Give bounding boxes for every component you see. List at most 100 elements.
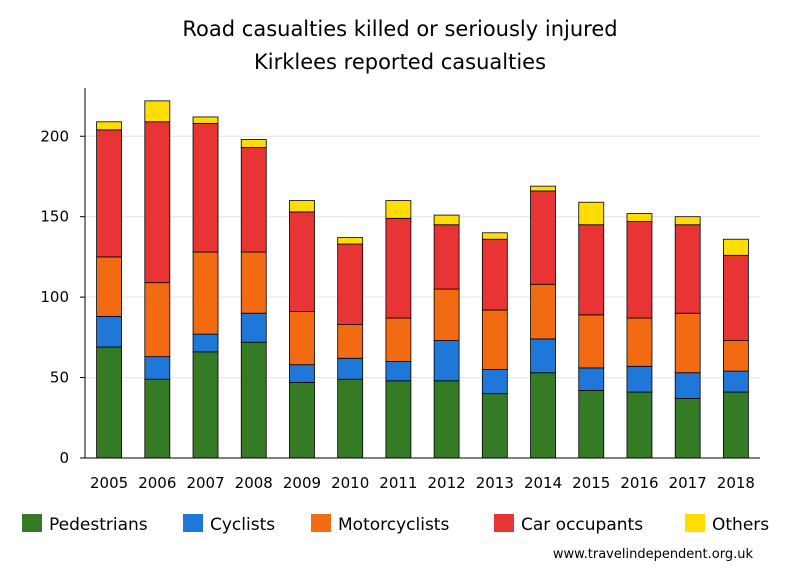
y-tick-label: 200 — [40, 127, 69, 145]
gridlines — [85, 135, 760, 379]
bar-stack-2017 — [674, 216, 701, 459]
bar-motorcyclists-2008 — [240, 251, 267, 314]
bar-cyclists-2013 — [481, 369, 508, 395]
bar-pedestrians-2016 — [626, 391, 653, 459]
bar-pedestrians-2011 — [385, 380, 412, 459]
bar-others-2013 — [481, 232, 508, 240]
x-tick-label: 2013 — [476, 474, 514, 492]
bar-motorcyclists-2017 — [674, 312, 701, 374]
bar-stack-2014 — [530, 185, 556, 459]
bar-cyclists-2018 — [722, 370, 749, 393]
bar-others-2010 — [337, 237, 364, 245]
legend-item-car-occupants: Car occupants — [494, 514, 643, 535]
bar-others-2007 — [192, 116, 219, 124]
x-tick-label: 2015 — [572, 474, 610, 492]
bar-motorcyclists-2018 — [722, 340, 749, 372]
bar-stack-2011 — [385, 200, 412, 459]
bar-stack-2018 — [722, 238, 749, 459]
bar-stack-2008 — [240, 139, 267, 459]
bar-pedestrians-2012 — [433, 380, 460, 459]
x-tick-labels: 2005 2006 2007 2008 2009 2010 2011 2012 2013 2014… — [90, 474, 755, 492]
bar-pedestrians-2017 — [674, 398, 701, 459]
legend-label: Others — [712, 515, 769, 535]
legend-item-pedestrians: Pedestrians — [22, 514, 148, 535]
bar-pedestrians-2008 — [240, 341, 267, 459]
bar-pedestrians-2009 — [289, 381, 315, 459]
chart-title: Road casualties killed or seriously inju… — [182, 17, 617, 41]
legend-label: Cyclists — [210, 515, 275, 535]
bar-pedestrians-2014 — [530, 372, 556, 459]
y-tick-label: 100 — [40, 288, 69, 306]
bar-motorcyclists-2006 — [144, 282, 171, 358]
bar-cyclists-2016 — [626, 365, 653, 393]
x-tick-label: 2012 — [428, 474, 466, 492]
legend-swatch — [22, 514, 42, 532]
bar-others-2012 — [433, 214, 460, 226]
y-tick-label: 150 — [40, 208, 69, 226]
legend-item-others: Others — [685, 514, 769, 535]
bar-pedestrians-2007 — [192, 351, 219, 459]
bar-motorcyclists-2016 — [626, 317, 653, 367]
bar-cyclists-2012 — [433, 340, 460, 382]
bar-cyclists-2014 — [530, 338, 556, 374]
x-tick-label: 2006 — [138, 474, 176, 492]
bar-others-2014 — [530, 185, 556, 192]
axes — [84, 88, 760, 459]
credit-text: www.travelindependent.org.uk — [553, 547, 754, 562]
bar-stack-2015 — [578, 201, 605, 459]
bar-motorcyclists-2010 — [337, 324, 364, 359]
bar-motorcyclists-2012 — [433, 288, 460, 341]
x-tick-label: 2017 — [669, 474, 707, 492]
bar-motorcyclists-2015 — [578, 314, 605, 369]
bar-motorcyclists-2014 — [530, 283, 556, 340]
bar-stack-2006 — [144, 100, 171, 459]
bar-others-2017 — [674, 216, 701, 226]
bar-car-occupants-2017 — [674, 224, 701, 314]
legend-label: Pedestrians — [49, 515, 148, 535]
legend-item-motorcyclists: Motorcyclists — [311, 514, 449, 535]
bar-cyclists-2008 — [240, 312, 267, 343]
bar-others-2005 — [96, 121, 123, 131]
bar-cyclists-2017 — [674, 372, 701, 399]
legend-swatch — [183, 514, 203, 532]
bar-pedestrians-2015 — [578, 390, 605, 459]
x-tick-label: 2014 — [524, 474, 562, 492]
x-tick-label: 2016 — [620, 474, 658, 492]
bar-cyclists-2009 — [289, 364, 315, 383]
bar-others-2016 — [626, 213, 653, 222]
bar-car-occupants-2016 — [626, 221, 653, 319]
y-tick-labels: 0 50 100 150 200 — [40, 127, 85, 467]
bar-stack-2012 — [433, 214, 460, 459]
bar-motorcyclists-2009 — [289, 311, 315, 366]
bar-others-2006 — [144, 100, 171, 123]
bar-cyclists-2005 — [96, 316, 123, 348]
y-tick-label: 0 — [59, 449, 69, 467]
bar-car-occupants-2008 — [240, 147, 267, 253]
bar-car-occupants-2005 — [96, 129, 123, 258]
bar-car-occupants-2007 — [192, 122, 219, 253]
legend-swatch — [311, 514, 331, 532]
y-tick-label: 50 — [50, 369, 69, 387]
bar-stack-2013 — [481, 232, 508, 459]
x-tick-label: 2009 — [283, 474, 321, 492]
bar-motorcyclists-2005 — [96, 256, 123, 317]
bar-others-2015 — [578, 201, 605, 226]
x-tick-label: 2007 — [186, 474, 224, 492]
bar-motorcyclists-2011 — [385, 317, 412, 362]
bar-others-2008 — [240, 139, 267, 148]
bar-cyclists-2015 — [578, 367, 605, 391]
bar-car-occupants-2014 — [530, 190, 556, 285]
bar-others-2011 — [385, 200, 412, 219]
x-tick-label: 2018 — [717, 474, 755, 492]
bar-stack-2016 — [626, 213, 653, 459]
bar-pedestrians-2018 — [722, 391, 749, 459]
bar-cyclists-2011 — [385, 361, 412, 382]
bar-stack-2009 — [289, 200, 315, 459]
bar-pedestrians-2005 — [96, 346, 123, 459]
x-tick-label: 2005 — [90, 474, 128, 492]
bar-motorcyclists-2007 — [192, 251, 219, 335]
legend-item-cyclists: Cyclists — [183, 514, 275, 535]
bar-others-2009 — [289, 200, 315, 213]
bar-cyclists-2007 — [192, 333, 219, 353]
